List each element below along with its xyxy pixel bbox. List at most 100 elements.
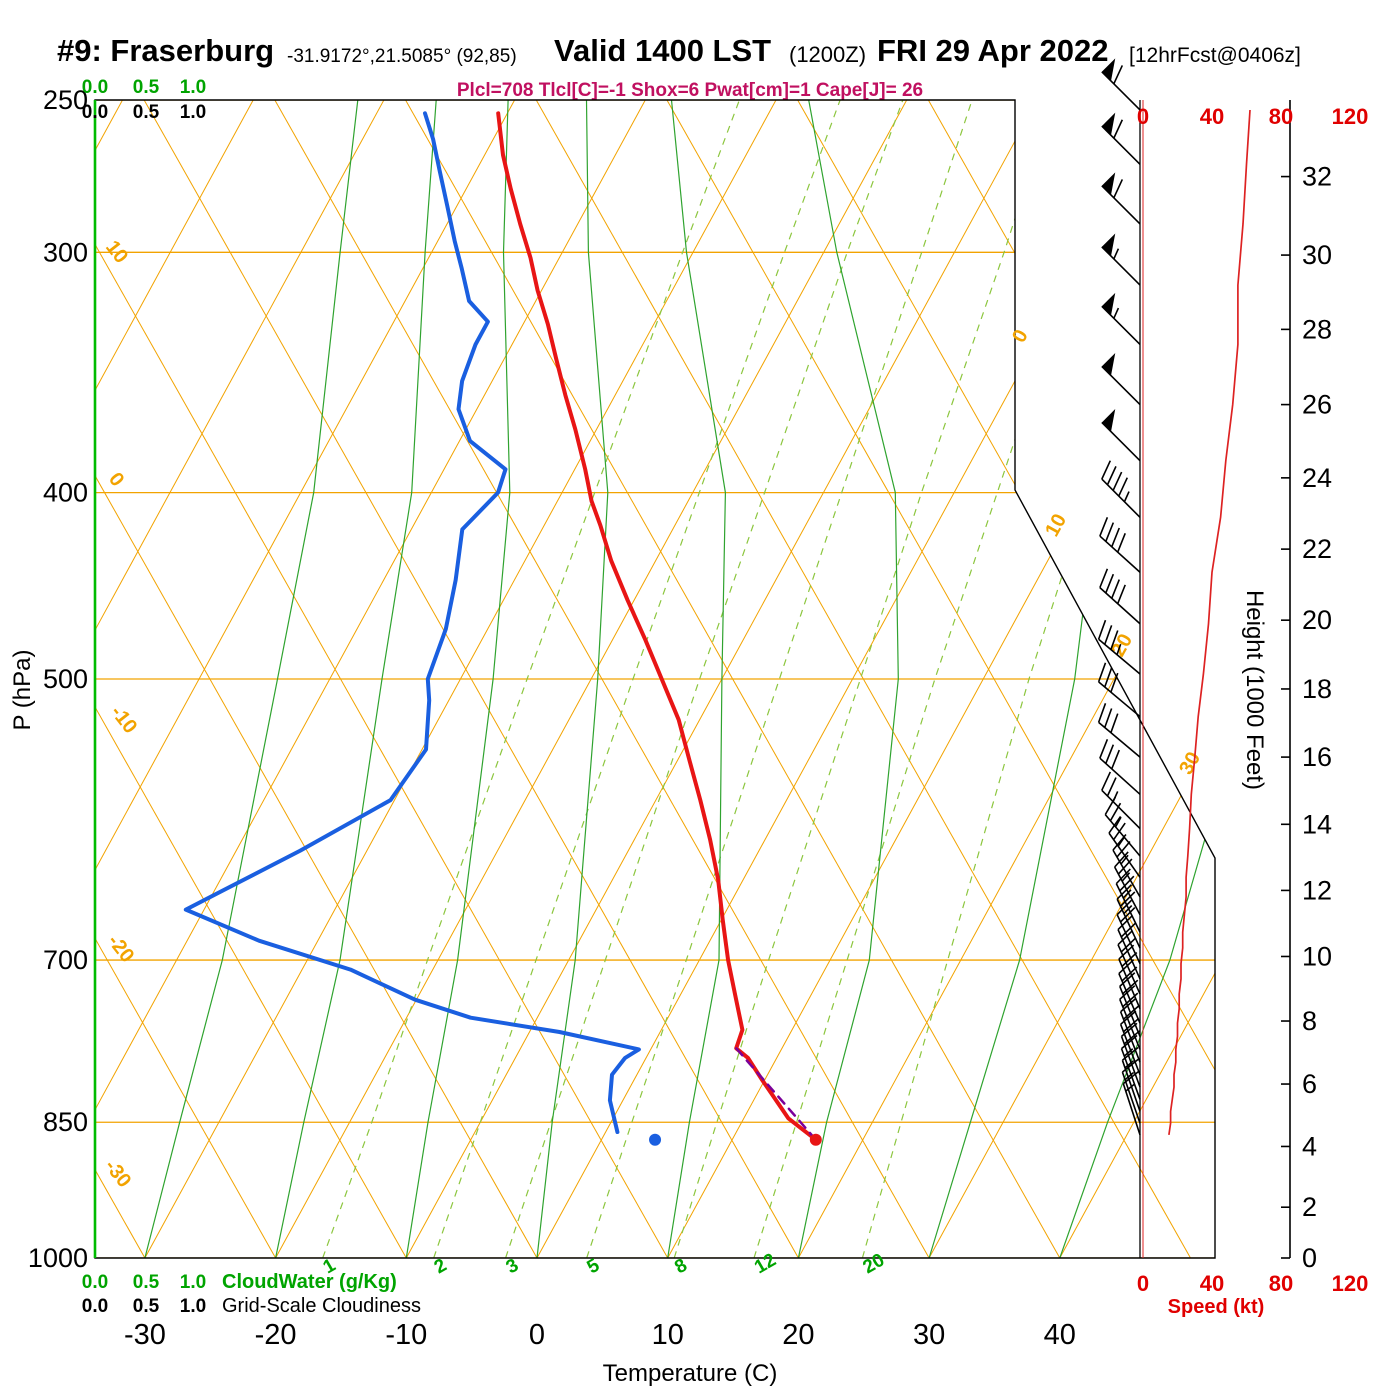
- surface-temp-dot: [809, 1133, 822, 1146]
- wind-barb: [1121, 1058, 1141, 1124]
- wind-barb: [1101, 460, 1141, 518]
- cloudwater-scale-top: 0.5: [133, 77, 160, 98]
- height-tick-label: 32: [1302, 162, 1332, 192]
- isotherm-label: 30: [1175, 748, 1205, 778]
- page-title: #9: Fraserburg: [57, 33, 275, 68]
- parcel-line: [734, 1047, 818, 1141]
- sounding-profiles: [183, 111, 822, 1146]
- wind-barb: [1119, 985, 1141, 1050]
- dry-adiabat-label: 0: [104, 469, 128, 491]
- wind-barb: [1099, 516, 1141, 573]
- isotherm-line: [95, 100, 254, 1258]
- isotherm-line: [928, 100, 1215, 1258]
- height-tick-label: 30: [1302, 240, 1332, 270]
- cloudiness-scale-bottom: 0.5: [133, 1296, 160, 1317]
- pressure-tick-label: 300: [43, 237, 88, 267]
- pressure-tick-label: 850: [43, 1107, 88, 1137]
- wind-barb: [1116, 899, 1141, 964]
- valid-zulu: (1200Z): [789, 42, 867, 67]
- wind-barbs: [1097, 58, 1141, 1136]
- mixing-ratio-line: [322, 100, 740, 1258]
- height-tick-label: 10: [1302, 941, 1332, 971]
- isotherm-label: 10: [1041, 510, 1071, 540]
- mixing-ratio-line: [673, 100, 1054, 1258]
- wind-barb: [1117, 914, 1141, 980]
- dry-adiabat-line: [95, 100, 669, 1258]
- speed-tick-label-top: 40: [1200, 104, 1224, 129]
- isotherm-line: [275, 100, 908, 1258]
- height-tick-label: 0: [1302, 1243, 1317, 1273]
- cloudiness-scale-bottom: 1.0: [180, 1296, 206, 1317]
- isotherm-line: [1059, 100, 1215, 1258]
- speed-tick-label-top: 0: [1137, 104, 1149, 129]
- wind-barb: [1101, 409, 1141, 462]
- mixing-ratio-line: [586, 100, 973, 1258]
- cloudwater-scale-top: 0.0: [82, 77, 108, 98]
- cloudwater-scale-bottom: 0.0: [82, 1272, 108, 1293]
- height-tick-label: 26: [1302, 390, 1332, 420]
- wind-barb: [1113, 851, 1141, 916]
- height-tick-label: 8: [1302, 1006, 1317, 1036]
- temp-tick-label: -20: [255, 1319, 297, 1351]
- cloudwater-label: CloudWater (g/Kg): [222, 1271, 397, 1293]
- wind-barb: [1115, 868, 1141, 933]
- dry-adiabat-line: [95, 100, 407, 1258]
- moist-adiabat-line: [1059, 100, 1215, 1258]
- mixing-ratio-line: [861, 100, 1215, 1258]
- wind-barb: [1118, 959, 1141, 1024]
- temp-tick-label: 20: [782, 1319, 814, 1351]
- speed-tick-label-bottom: 40: [1200, 1271, 1224, 1296]
- moist-adiabat-line: [275, 100, 437, 1258]
- wind-barb: [1118, 944, 1141, 1010]
- isotherm-line: [144, 100, 777, 1258]
- pressure-tick-label: 1000: [28, 1243, 88, 1273]
- wind-barb: [1097, 619, 1141, 675]
- wind-barb: [1101, 58, 1141, 111]
- height-tick-label: 12: [1302, 875, 1332, 905]
- height-tick-label: 16: [1302, 742, 1332, 772]
- pressure-tick-label: 250: [43, 85, 88, 115]
- moist-adiabat-line: [667, 100, 727, 1258]
- height-tick-label: 18: [1302, 674, 1332, 704]
- temperature-curve: [496, 111, 818, 1142]
- cloudiness-label: Grid-Scale Cloudiness: [222, 1295, 421, 1317]
- grid-lines: [95, 100, 1215, 1258]
- wind-barb: [1101, 233, 1141, 286]
- dewpoint-curve: [183, 111, 641, 1134]
- wind-barb: [1101, 352, 1141, 406]
- speed-tick-label-top: 80: [1269, 104, 1293, 129]
- forecast-tag: [12hrFcst@0406z]: [1129, 44, 1301, 67]
- wind-barb: [1099, 739, 1141, 795]
- cloudiness-scale-top: 0.5: [133, 102, 160, 123]
- wind-barb: [1122, 1070, 1141, 1136]
- cloudwater-scale-top: 1.0: [180, 77, 206, 98]
- temp-tick-label: 10: [652, 1319, 684, 1351]
- speed-tick-label-bottom: 0: [1137, 1271, 1149, 1296]
- dry-adiabat-line: [1189, 100, 1215, 1258]
- dry-adiabat-line: [143, 100, 799, 1258]
- height-tick-label: 2: [1302, 1192, 1317, 1222]
- station-coords: -31.9172°,21.5085° (92,85): [287, 46, 517, 67]
- surface-dew-dot: [649, 1133, 662, 1146]
- wind-barb: [1099, 568, 1141, 625]
- temp-tick-label: 0: [529, 1319, 545, 1351]
- speed-tick-label-bottom: 80: [1269, 1271, 1293, 1296]
- height-tick-label: 14: [1302, 809, 1332, 839]
- mixing-ratio-line: [505, 100, 904, 1258]
- temp-tick-label: -10: [385, 1319, 427, 1351]
- isotherm-line: [95, 100, 385, 1258]
- stability-indices: Plcl=708 Tlcl[C]=-1 Shox=6 Pwat[cm]=1 Ca…: [456, 80, 924, 101]
- wind-barb: [1119, 972, 1141, 1037]
- wind-barb: [1117, 929, 1141, 995]
- dry-adiabat-label: -10: [106, 702, 141, 738]
- pressure-tick-label: 500: [43, 664, 88, 694]
- cloudiness-scale-top: 0.0: [82, 102, 108, 123]
- wind-barb: [1119, 1010, 1141, 1076]
- pressure-tick-label: 400: [43, 478, 88, 508]
- dry-adiabat-line: [535, 100, 1191, 1258]
- moist-adiabat-line: [797, 100, 899, 1258]
- temp-axis-label: Temperature (C): [603, 1360, 778, 1387]
